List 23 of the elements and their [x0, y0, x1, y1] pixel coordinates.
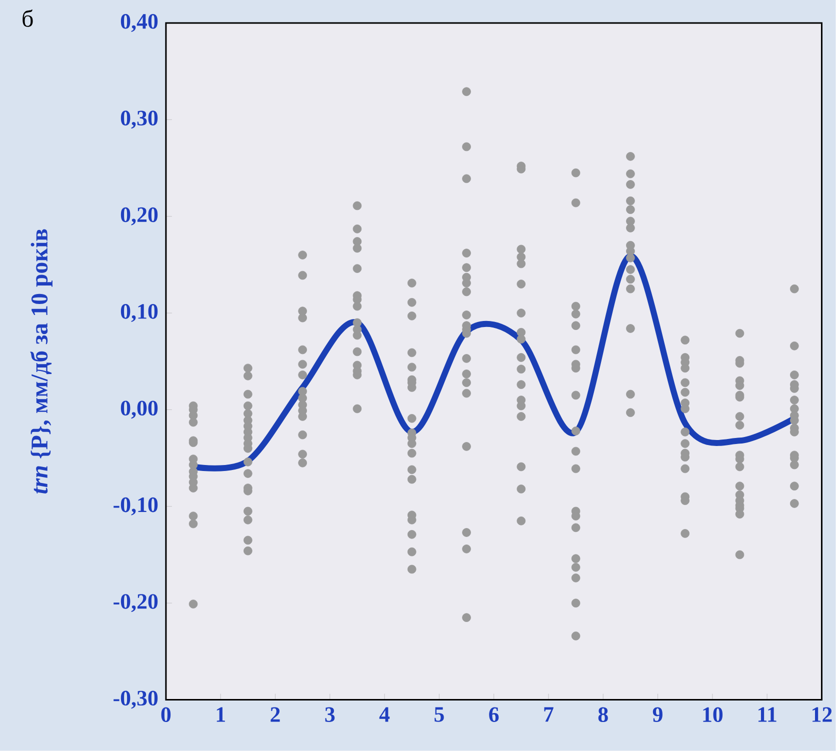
x-tick-label: 4	[379, 707, 390, 722]
x-tick-label: 12	[812, 707, 832, 722]
x-tick-label: 8	[598, 707, 608, 722]
text: б	[22, 10, 33, 27]
x-tick-label: 2	[270, 707, 280, 722]
x-tick-label: 1	[216, 707, 225, 722]
y-tick-label: 0,20	[120, 207, 158, 226]
x-tick-label: 9	[652, 707, 662, 722]
y-tick-label: -0,30	[114, 690, 158, 709]
y-tick-label: -0,10	[114, 498, 158, 516]
y-tick-label: 0,40	[120, 14, 158, 32]
x-tick-label: 5	[434, 707, 444, 722]
x-tick-label: 10	[703, 707, 723, 722]
y-tick-label: 0,00	[120, 400, 158, 419]
y-tick-label: 0,30	[120, 110, 158, 129]
y-tick-label: -0,20	[114, 594, 158, 612]
x-tick-label: 11	[758, 707, 776, 722]
y-axis-title: trn {P}, мм/дб за 10 років	[30, 229, 52, 494]
x-tick-label: 7	[544, 707, 554, 722]
y-tick-label: 0,10	[120, 304, 158, 322]
x-tick-label: 3	[325, 707, 335, 722]
x-tick-label: 6	[489, 707, 499, 722]
x-tick-label: 0	[161, 707, 171, 722]
